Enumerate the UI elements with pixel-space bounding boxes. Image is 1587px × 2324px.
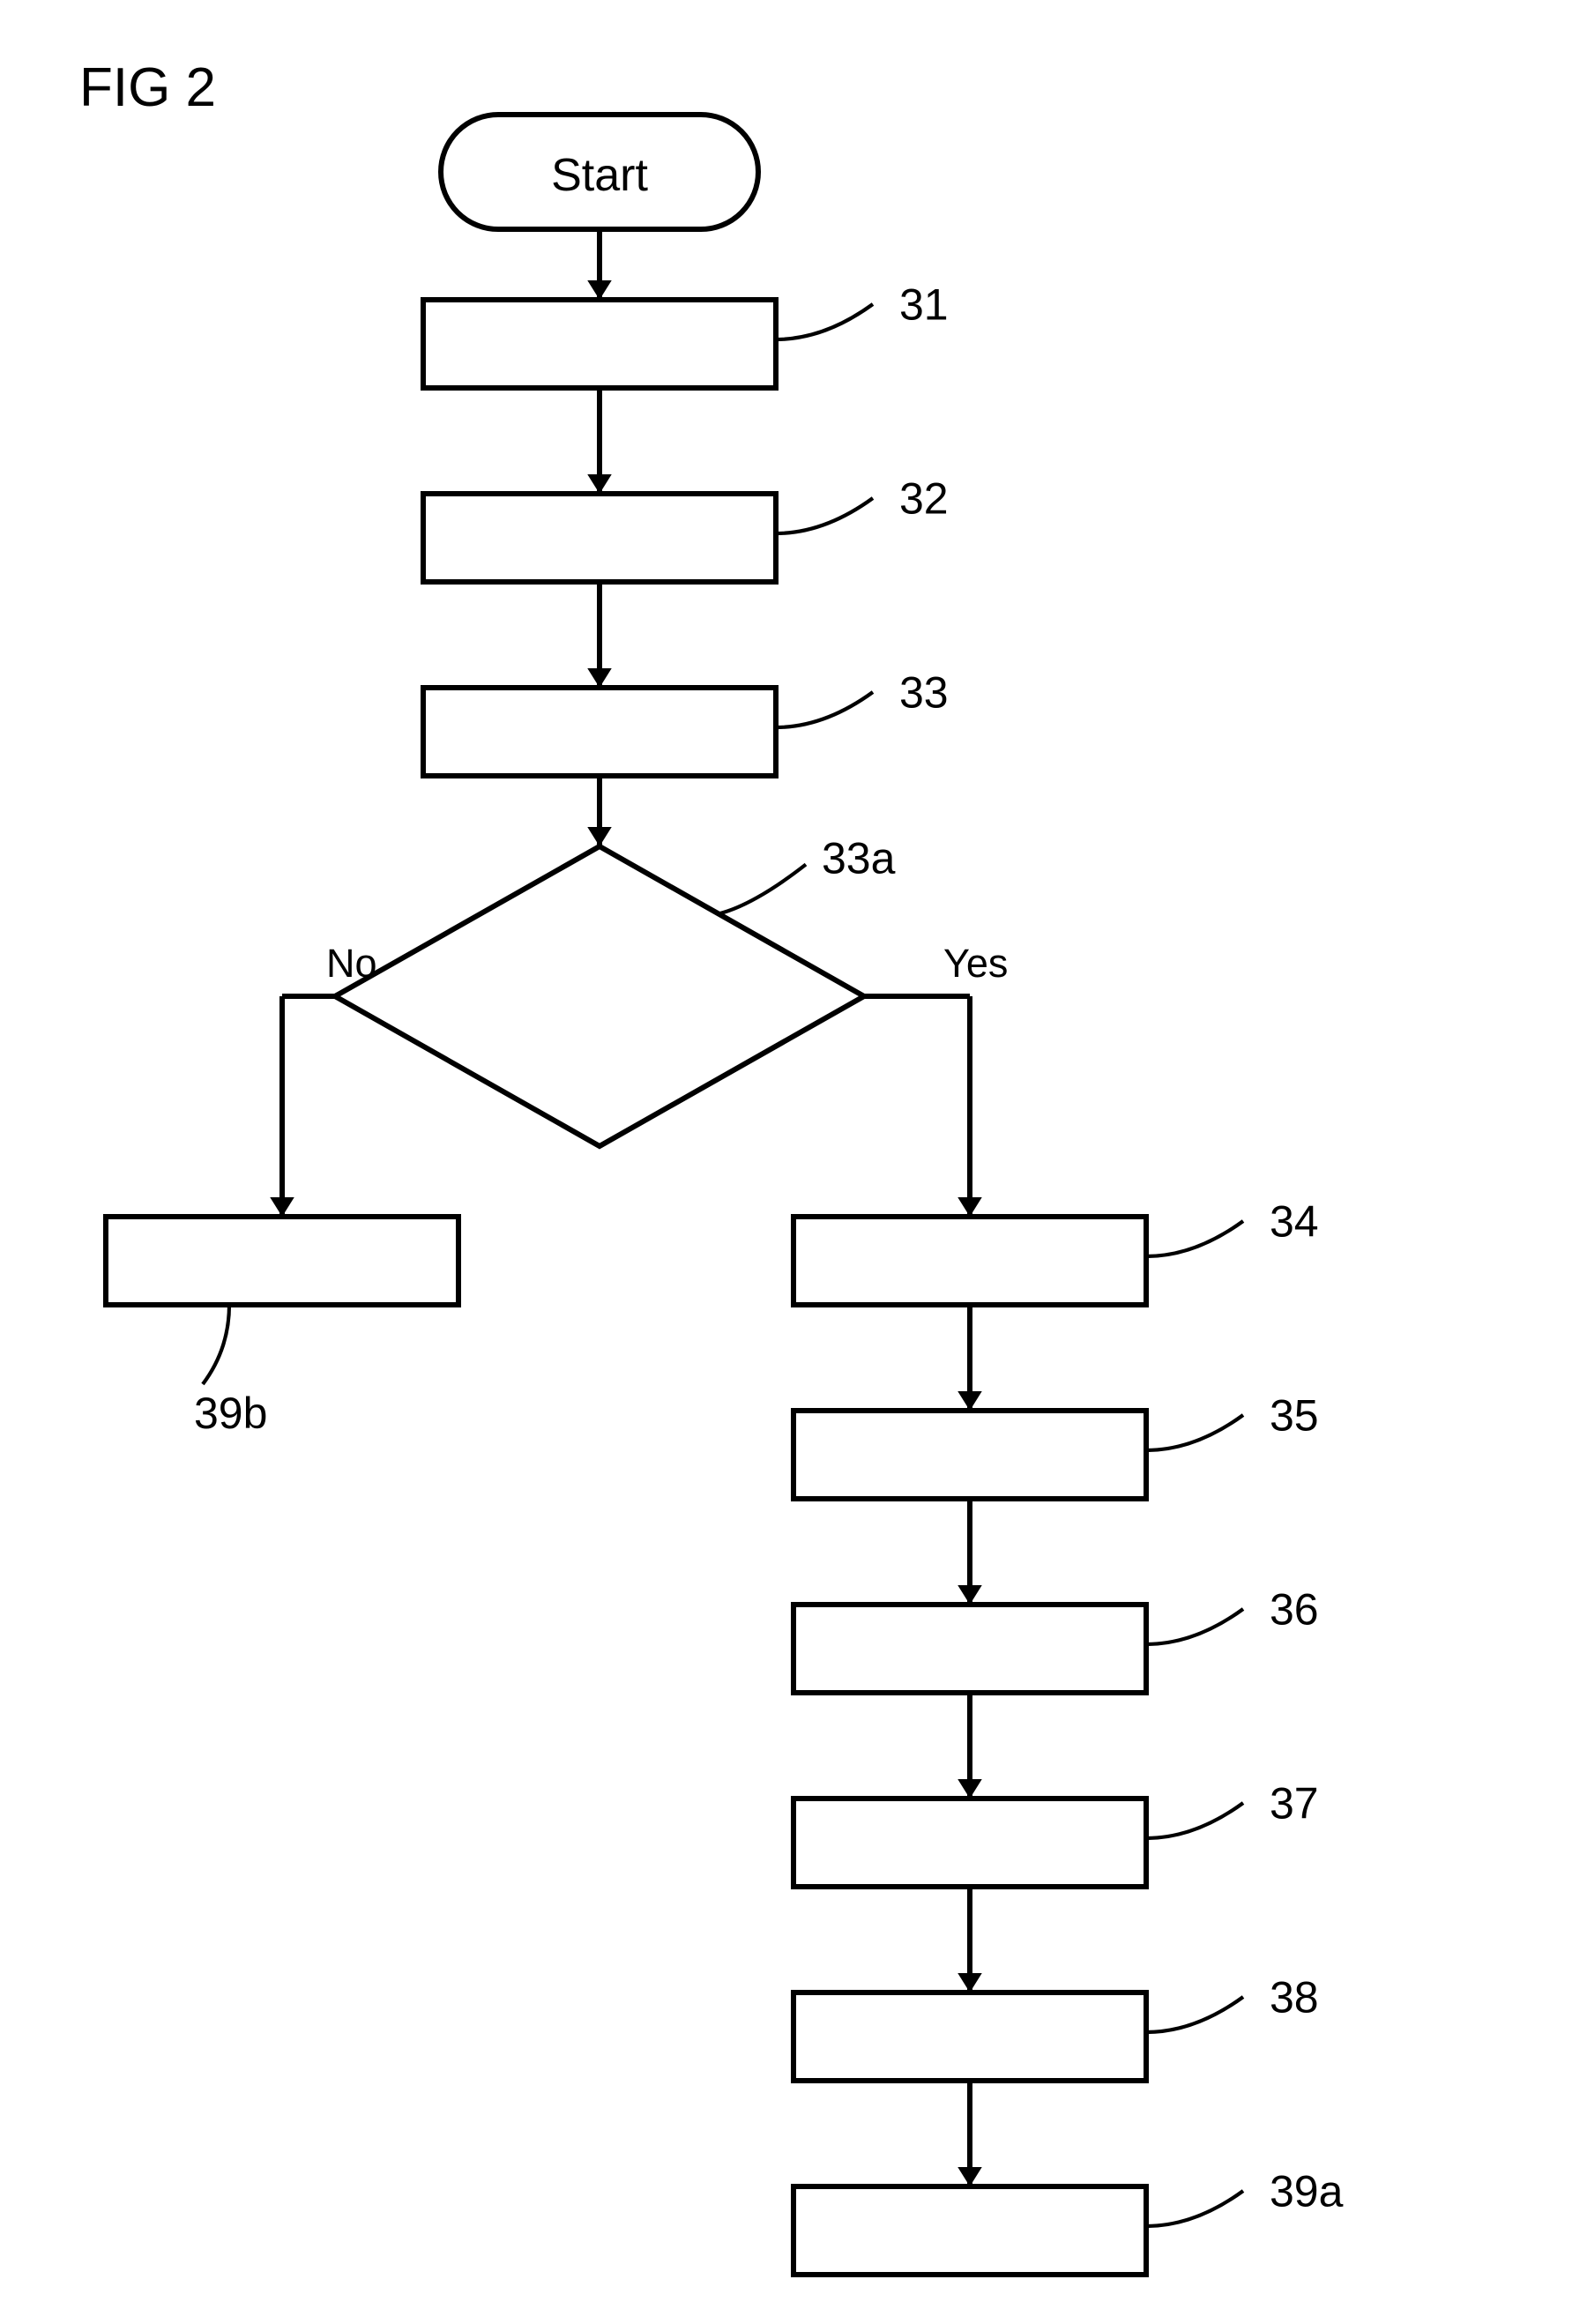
ref-label: 31 <box>899 280 949 330</box>
figure-title: FIG 2 <box>79 57 216 118</box>
ref-label: 34 <box>1270 1197 1319 1247</box>
ref-label: 37 <box>1270 1779 1319 1829</box>
edge-label: No <box>326 941 377 986</box>
terminator-label: Start <box>551 150 648 201</box>
ref-label: 36 <box>1270 1585 1319 1635</box>
ref-label: 39b <box>194 1389 267 1438</box>
ref-label: 39a <box>1270 2167 1344 2216</box>
ref-label: 33 <box>899 668 949 718</box>
ref-label: 35 <box>1270 1391 1319 1441</box>
ref-label: 32 <box>899 474 949 524</box>
edge-label: Yes <box>943 941 1008 986</box>
canvas <box>0 0 1587 2324</box>
ref-label: 38 <box>1270 1973 1319 2022</box>
ref-label: 33a <box>822 834 896 883</box>
